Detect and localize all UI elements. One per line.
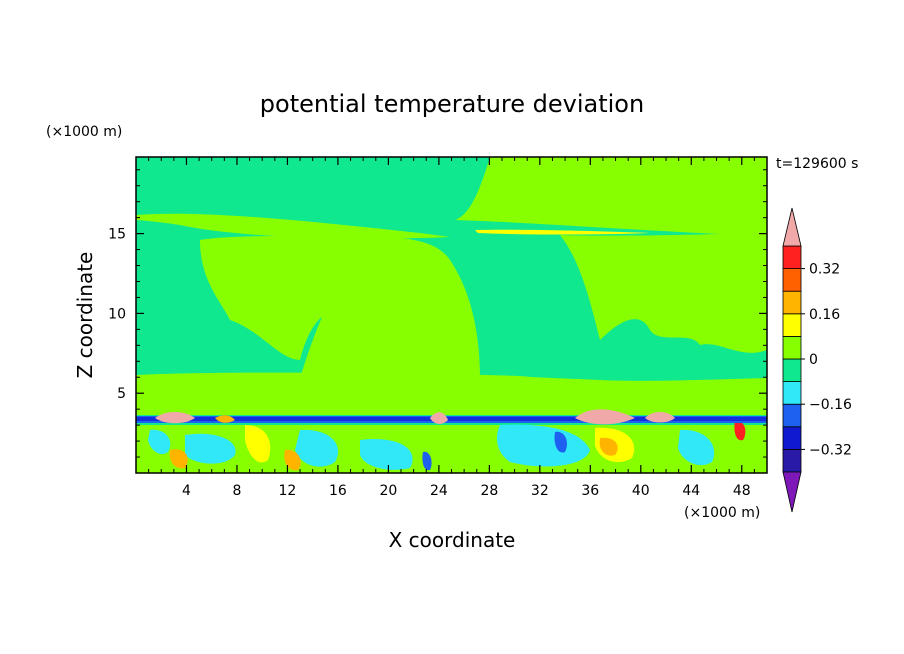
field-yellow-streak	[475, 229, 650, 235]
field-cyan-patch-3	[360, 439, 413, 470]
y-axis-label: Z coordinate	[73, 252, 97, 379]
colorbar-bin	[782, 381, 802, 405]
field-inversion-orange	[215, 415, 235, 423]
field-orange-patch-2	[284, 449, 301, 471]
field-blue-patch-1	[422, 451, 432, 471]
x-tick-label: 44	[682, 483, 700, 499]
colorbar-bin	[782, 358, 802, 383]
colorbar-bin	[782, 335, 802, 360]
x-tick-label: 24	[430, 483, 448, 499]
x-tick-label: 28	[480, 483, 498, 499]
colorbar: 0.32 0.16 0 −0.16 −0.32	[782, 207, 852, 513]
field-orange-patch-1	[169, 449, 188, 469]
x-axis-label: X coordinate	[389, 528, 516, 552]
y-unit-label: (×1000 m)	[46, 124, 122, 140]
x-tick-label: 12	[279, 483, 297, 499]
field-upper-warm-band	[136, 213, 450, 239]
y-tick-label: 5	[117, 386, 126, 402]
colorbar-bin	[782, 426, 802, 450]
colorbar-bin	[782, 290, 802, 315]
colorbar-bin	[782, 403, 802, 428]
x-tick-label: 48	[733, 483, 751, 499]
x-tick-label: 36	[581, 483, 599, 499]
field-blue-patch-2	[554, 431, 567, 453]
field-cyan-patch-5	[678, 429, 715, 466]
x-tick-label: 8	[232, 483, 241, 499]
x-unit-label: (×1000 m)	[684, 505, 760, 521]
time-label: t=129600 s	[776, 156, 858, 172]
contour-field	[136, 157, 767, 473]
field-inversion-pink-3	[575, 409, 635, 425]
x-tick-label: 32	[531, 483, 549, 499]
x-axis: 4 8 12 16 20 24 28 32 36 40 44 48	[148, 157, 755, 499]
field-orange-patch-3	[599, 437, 618, 456]
field-cyan-patch-6	[148, 429, 171, 455]
y-tick-label: 15	[108, 227, 126, 243]
field-cyan-patch-4	[497, 424, 590, 467]
field-cyan-patch-2	[295, 429, 339, 467]
field-yellow-patch-1	[245, 425, 271, 463]
colorbar-tick-label: 0.16	[809, 307, 840, 323]
field-upper-warm-left	[136, 157, 767, 353]
field-inversion-pink-2	[430, 412, 448, 424]
x-tick-label: 20	[379, 483, 397, 499]
colorbar-tick-label: −0.16	[809, 397, 852, 413]
x-tick-label: 16	[329, 483, 347, 499]
colorbar-tick-label: 0.32	[809, 262, 840, 278]
field-boundary-layer	[136, 425, 767, 473]
x-tick-label: 4	[182, 483, 191, 499]
colorbar-extend-min	[782, 471, 802, 513]
x-tick-label: 40	[632, 483, 650, 499]
field-inversion-pink-1	[155, 412, 195, 424]
colorbar-tick-label: 0	[809, 352, 818, 368]
field-low-warm	[136, 372, 767, 415]
field-cyan-patch-1	[185, 433, 236, 464]
colorbar-extend-max	[782, 207, 802, 247]
y-axis: 5 10 15	[108, 169, 767, 458]
field-red-patch-1	[734, 420, 746, 441]
field-inversion-pink-4	[645, 412, 675, 423]
y-tick-label: 10	[108, 306, 126, 322]
colorbar-bin	[782, 448, 802, 473]
colorbar-tick-label: −0.32	[809, 442, 852, 458]
colorbar-bin	[782, 313, 802, 337]
field-mid-warm	[200, 235, 480, 410]
colorbar-bin	[782, 268, 802, 292]
colorbar-bin	[782, 245, 802, 270]
chart-title: potential temperature deviation	[260, 90, 644, 118]
